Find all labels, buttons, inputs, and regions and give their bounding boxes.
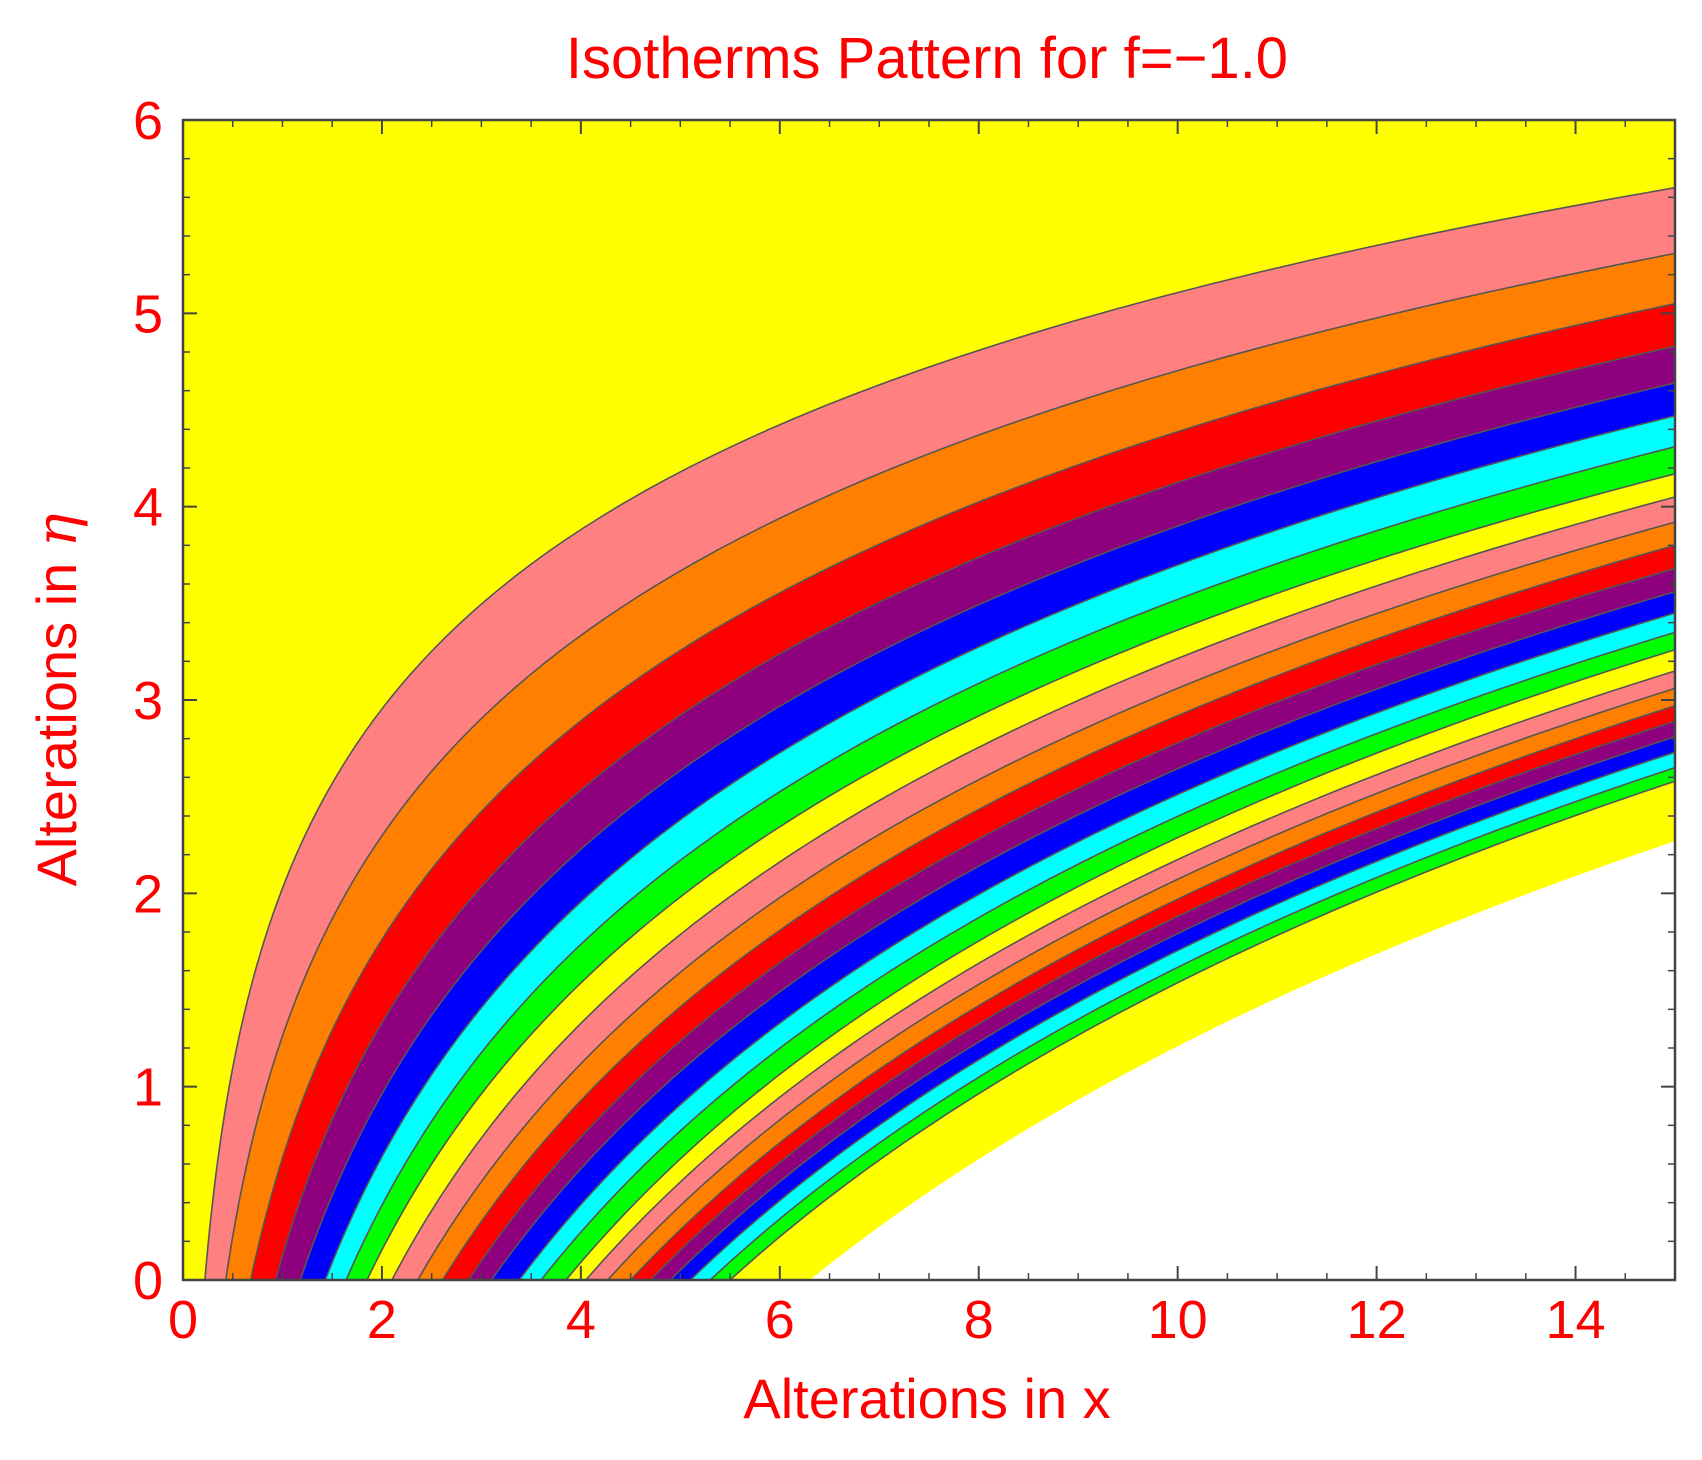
isotherm-line [299,382,1676,1281]
isotherm-line [630,705,1676,1281]
y-axis-label: Alterations in η [25,514,90,887]
isotherm-line [467,567,1676,1281]
region-below-isotherms [809,841,1675,1280]
isotherm-line [391,496,1676,1281]
y-tick-label: 0 [133,1251,163,1311]
isotherm-line [669,735,1676,1281]
x-tick-label: 12 [1347,1290,1407,1350]
isotherm-band [225,253,1675,1280]
x-tick-label: 0 [168,1290,198,1350]
isotherm-line [565,648,1676,1281]
x-tick-label: 2 [367,1290,397,1350]
chart-title: Isotherms Pattern for f=−1.0 [566,26,1288,91]
y-tick-label: 1 [133,1058,163,1118]
y-axis-ticks: 0 1 2 3 4 5 6 [133,91,1675,1311]
isotherm-line [274,345,1676,1281]
isotherm-line [729,780,1676,1281]
x-axis-label: Alterations in x [743,1367,1110,1430]
y-axis-label-symbol: η [25,514,90,548]
x-tick-label: 6 [765,1290,795,1350]
isotherm-band [250,303,1675,1280]
isotherm-line [585,670,1676,1281]
isotherm-line [540,631,1676,1281]
isotherm-line [204,186,1676,1281]
y-tick-label: 4 [133,478,163,538]
isotherm-line [490,590,1676,1281]
x-axis-ticks: 0 2 4 6 8 10 12 14 [168,120,1676,1350]
y-axis-label-text: Alterations in [25,547,88,886]
isotherm-line [324,415,1676,1281]
isotherm-band [730,781,1675,1280]
x-tick-label: 4 [566,1290,596,1350]
x-tick-label: 14 [1545,1290,1605,1350]
y-tick-label: 2 [133,864,163,924]
isotherm-line [224,252,1676,1281]
isotherm-band [204,187,1675,1280]
isotherm-line [441,544,1676,1281]
x-tick-label: 8 [964,1290,994,1350]
isotherm-line [607,687,1676,1281]
isotherm-line [249,302,1676,1281]
isotherm-line [345,445,1676,1281]
isotherm-line [518,612,1676,1281]
y-tick-label: 6 [133,91,163,151]
plot-area [181,118,1677,1282]
isotherm-lines [204,186,1676,1281]
y-tick-label: 5 [133,284,163,344]
isotherm-line [689,751,1676,1281]
isotherm-line [366,473,1676,1281]
x-tick-label: 10 [1148,1290,1208,1350]
isotherm-line [649,720,1676,1281]
isotherm-line [709,766,1676,1281]
isotherm-line [417,521,1676,1281]
y-tick-label: 3 [133,671,163,731]
